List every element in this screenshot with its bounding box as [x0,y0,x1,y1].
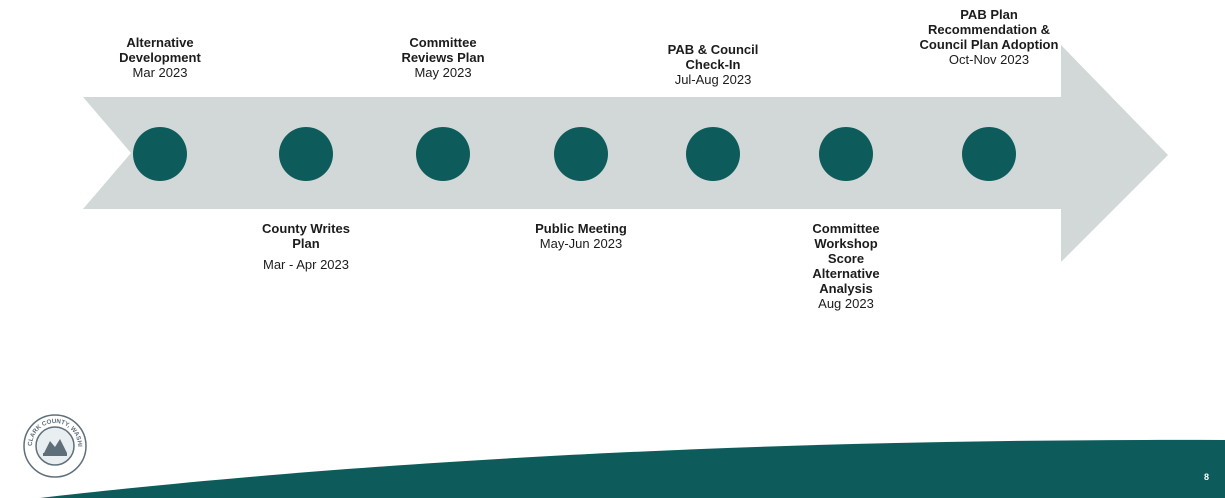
milestone-dot-2 [279,127,333,181]
milestone-label-public-meeting: Public Meeting May-Jun 2023 [516,221,646,251]
milestone-date: Jul-Aug 2023 [674,72,752,87]
milestone-title: PAB & Council Check-In [667,42,759,72]
milestone-title: Committee Workshop Score Alternative Ana… [812,221,880,296]
milestone-title: Alternative Development [119,35,201,65]
milestone-label-committee-workshop: Committee Workshop Score Alternative Ana… [801,221,891,311]
milestone-label-county-writes-plan: County Writes Plan Mar - Apr 2023 [251,221,361,272]
milestone-title: Public Meeting [535,221,627,236]
milestone-title: Committee Reviews Plan [401,35,485,65]
milestone-dot-7 [962,127,1016,181]
milestone-date: May-Jun 2023 [539,236,623,251]
slide-number: 8 [1204,472,1210,482]
milestone-label-plan-adoption: PAB Plan Recommendation & Council Plan A… [919,7,1059,67]
milestone-dot-6 [819,127,873,181]
milestone-date: Oct-Nov 2023 [948,52,1030,67]
milestone-label-committee-reviews: Committee Reviews Plan May 2023 [388,35,498,80]
milestone-date: Mar - Apr 2023 [263,257,349,272]
milestone-date: Aug 2023 [818,296,874,311]
milestone-dot-4 [554,127,608,181]
county-seal-icon: CLARK COUNTY, WASHINGTON [22,413,87,478]
milestone-dot-5 [686,127,740,181]
milestone-dot-3 [416,127,470,181]
milestone-label-alternative-development: Alternative Development Mar 2023 [100,35,220,80]
milestone-dot-1 [133,127,187,181]
milestone-date: May 2023 [414,65,472,80]
milestone-date: Mar 2023 [132,65,188,80]
milestone-title: PAB Plan Recommendation & Council Plan A… [919,7,1059,52]
milestone-title: County Writes Plan [262,221,350,251]
milestone-label-pab-council-checkin: PAB & Council Check-In Jul-Aug 2023 [658,42,768,87]
